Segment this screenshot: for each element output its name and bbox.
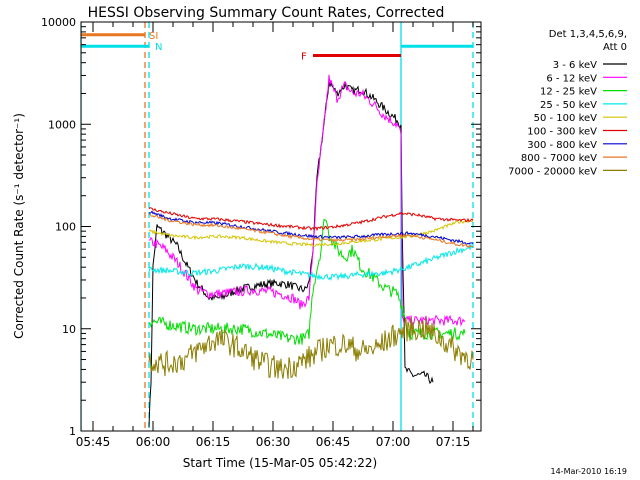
series-line-4: [148, 243, 474, 282]
legend-label-2: 6 - 12 keV: [546, 73, 597, 84]
legend-title-line-1: Det 1,3,4,5,6,9,: [549, 29, 627, 40]
legend-label-4: 25 - 50 keV: [540, 100, 597, 111]
x-tick-label-3: 06:15: [196, 435, 231, 449]
legend-label-1: 3 - 6 keV: [553, 60, 597, 71]
x-tick-label-5: 06:45: [316, 435, 351, 449]
y-tick-label-3: 100: [55, 221, 76, 234]
x-axis-label: Start Time (15-Mar-05 05:42:22): [183, 456, 377, 470]
y-tick-label-5: 10000: [41, 16, 76, 29]
legend-label-7: 300 - 800 keV: [527, 140, 597, 151]
series-line-1: [148, 82, 434, 428]
legend-title-line-2: Att 0: [603, 42, 627, 53]
series-line-8: [148, 213, 474, 249]
x-tick-label-1: 05:45: [76, 435, 111, 449]
y-tick-label-4: 1000: [48, 118, 76, 131]
flare-flag-label: F: [301, 52, 307, 63]
y-tick-label-2: 10: [62, 323, 76, 336]
chart-title: HESSI Observing Summary Count Rates, Cor…: [88, 5, 445, 21]
saa-flag-label: SI: [149, 31, 158, 42]
x-tick-label-4: 06:30: [256, 435, 291, 449]
x-tick-label-6: 07:00: [376, 435, 411, 449]
series-line-3: [148, 218, 466, 345]
series-line-6: [148, 207, 474, 232]
x-tick-label-7: 07:15: [436, 435, 471, 449]
legend-label-3: 12 - 25 keV: [540, 87, 597, 98]
night-flag-label: N: [155, 42, 162, 53]
series-line-9: [148, 316, 474, 379]
x-tick-label-2: 06:00: [136, 435, 171, 449]
series-line-7: [148, 210, 474, 245]
y-axis-label: Corrected Count Rate (s⁻¹ detector⁻¹): [12, 113, 26, 339]
legend-label-8: 800 - 7000 keV: [521, 153, 597, 164]
y-tick-label-1: 1: [69, 425, 76, 438]
legend-label-9: 7000 - 20000 keV: [508, 166, 597, 177]
generation-timestamp: 14-Mar-2010 16:19: [551, 467, 628, 476]
legend-label-6: 100 - 300 keV: [527, 127, 597, 138]
legend-label-5: 50 - 100 keV: [534, 113, 598, 124]
